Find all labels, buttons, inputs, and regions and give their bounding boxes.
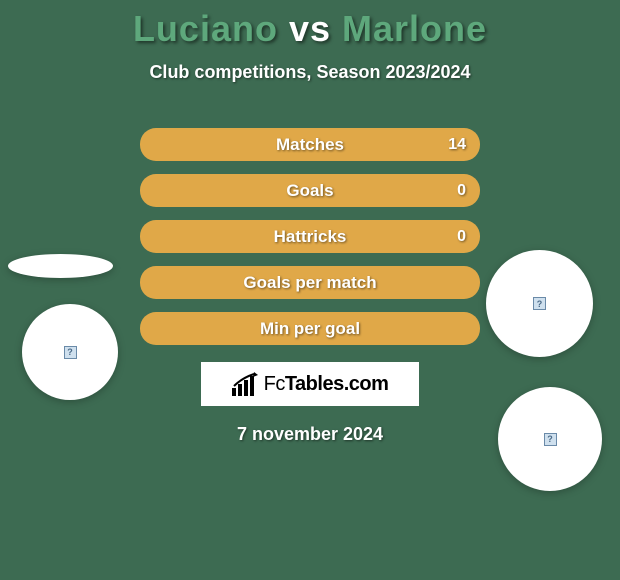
vs-text: vs bbox=[289, 8, 331, 49]
stat-row-gpm: Goals per match bbox=[140, 266, 480, 299]
stat-label: Goals bbox=[286, 181, 333, 201]
logo-box: FcTables.com bbox=[201, 362, 419, 406]
logo-text: FcTables.com bbox=[264, 373, 389, 396]
ellipse-decor bbox=[8, 254, 113, 278]
placeholder-icon: ? bbox=[533, 297, 546, 310]
stat-row-mpg: Min per goal bbox=[140, 312, 480, 345]
extra-avatar-circle: ? bbox=[498, 387, 602, 491]
player2-avatar-circle: ? bbox=[486, 250, 593, 357]
comparison-container: Luciano vs Marlone Club competitions, Se… bbox=[0, 0, 620, 580]
player1-avatar-circle: ? bbox=[22, 304, 118, 400]
player1-name: Luciano bbox=[133, 8, 278, 49]
main: ? ? ? Matches 14 Goals 0 Hattricks 0 Goa… bbox=[0, 128, 620, 445]
logo-prefix: Fc bbox=[264, 373, 285, 395]
stat-rows: Matches 14 Goals 0 Hattricks 0 Goals per… bbox=[140, 128, 480, 345]
subtitle: Club competitions, Season 2023/2024 bbox=[0, 62, 620, 83]
stat-label: Min per goal bbox=[260, 319, 360, 339]
stat-value: 0 bbox=[457, 228, 466, 246]
stat-label: Matches bbox=[276, 135, 344, 155]
stat-label: Goals per match bbox=[243, 273, 376, 293]
logo-suffix: .com bbox=[344, 373, 389, 395]
stat-row-hattricks: Hattricks 0 bbox=[140, 220, 480, 253]
player2-name: Marlone bbox=[342, 8, 487, 49]
page-title: Luciano vs Marlone bbox=[0, 0, 620, 50]
placeholder-icon: ? bbox=[544, 433, 557, 446]
stat-row-matches: Matches 14 bbox=[140, 128, 480, 161]
placeholder-icon: ? bbox=[64, 346, 77, 359]
stat-value: 14 bbox=[448, 136, 466, 154]
stat-value: 0 bbox=[457, 182, 466, 200]
logo-main: Tables bbox=[285, 373, 344, 395]
stat-row-goals: Goals 0 bbox=[140, 174, 480, 207]
chart-icon bbox=[232, 372, 260, 396]
stat-label: Hattricks bbox=[274, 227, 347, 247]
